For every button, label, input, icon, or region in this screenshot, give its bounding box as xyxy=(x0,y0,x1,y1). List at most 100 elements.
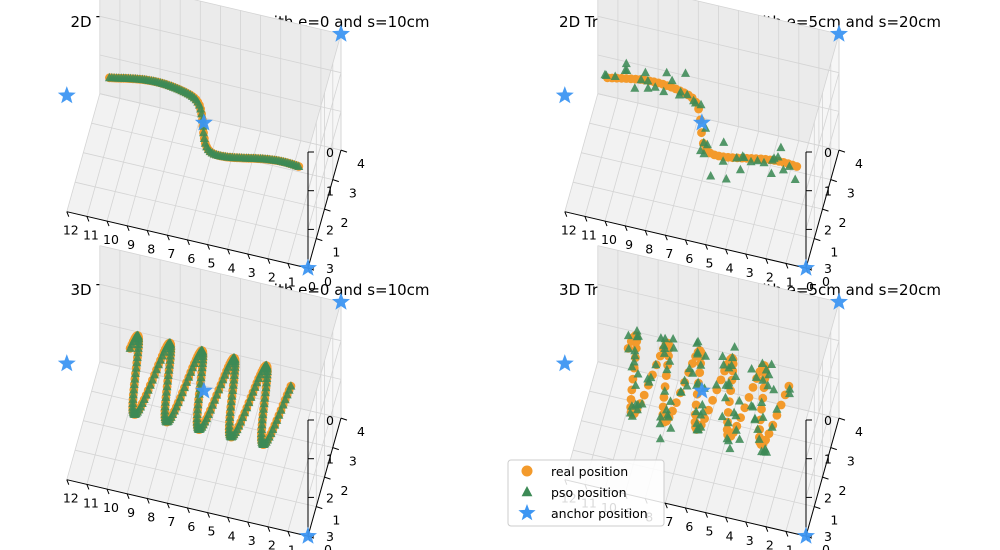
legend-marker-anchor xyxy=(518,504,536,521)
pso-position-point xyxy=(734,396,744,405)
legend-marker-real xyxy=(521,465,533,477)
x-tick-label: 7 xyxy=(167,246,175,261)
y-tick xyxy=(332,447,339,451)
grid-line xyxy=(193,0,342,35)
pso-position-point xyxy=(735,164,745,174)
y-tick-label: 0 xyxy=(324,274,332,289)
x-tick-label: 8 xyxy=(147,510,155,525)
pso-position-point xyxy=(722,433,732,443)
pso-position-point xyxy=(682,89,692,99)
pso-position-point xyxy=(662,364,672,374)
pso-position-point xyxy=(655,433,665,443)
grid-line xyxy=(597,245,840,303)
real-position-point xyxy=(695,368,705,377)
z-tick-label: 3 xyxy=(824,261,832,276)
pso-position-point xyxy=(226,402,236,411)
pso-position-point xyxy=(164,365,174,374)
x-tick xyxy=(247,253,251,260)
z-tick-label: 2 xyxy=(824,490,832,505)
x-tick-label: 10 xyxy=(103,232,119,247)
x-tick xyxy=(624,225,628,231)
x-tick-label: 6 xyxy=(685,519,693,534)
pso-position-point xyxy=(711,380,721,389)
x-tick-label: 0 xyxy=(308,547,316,550)
anchor-position-series xyxy=(555,292,848,544)
x-tick xyxy=(207,512,210,518)
pso-position-point xyxy=(676,387,686,396)
x-tick xyxy=(86,484,90,490)
pso-position-point xyxy=(701,351,710,360)
pso-position-point xyxy=(659,86,669,96)
pso-position-point xyxy=(735,434,745,443)
grid-line xyxy=(83,420,325,478)
grid-line xyxy=(597,54,840,112)
pso-position-point xyxy=(125,343,135,352)
grid-line xyxy=(99,93,342,151)
pso-position-point xyxy=(200,138,210,147)
x-tick xyxy=(604,220,608,227)
x-tick xyxy=(66,479,70,485)
pso-position-point xyxy=(751,372,761,381)
legend-label-anchor: anchor position xyxy=(551,506,648,521)
grid-line xyxy=(581,420,823,478)
grid-line xyxy=(83,152,325,210)
pso-position-point xyxy=(660,386,670,395)
x-tick-label: 9 xyxy=(625,237,633,252)
pso-position-point xyxy=(729,407,739,417)
x-tick xyxy=(785,531,789,537)
real-position-point xyxy=(723,408,733,417)
x-tick xyxy=(684,507,688,514)
y-tick xyxy=(822,208,829,212)
pso-position-point xyxy=(721,174,731,183)
z-tick-label: 1 xyxy=(824,452,832,467)
pso-position-point xyxy=(790,174,800,183)
pso-position-point xyxy=(128,394,138,403)
x-tick-label: 4 xyxy=(726,260,734,275)
x-tick xyxy=(227,249,231,255)
x-tick xyxy=(705,244,708,250)
x-tick-label: 11 xyxy=(83,495,99,510)
pso-position-point xyxy=(632,404,642,414)
pso-position-point xyxy=(632,326,642,335)
pso-position-point xyxy=(668,334,678,343)
x-tick-label: 1 xyxy=(288,542,296,550)
x-tick xyxy=(267,258,271,264)
x-tick-label: 7 xyxy=(665,246,673,261)
pso-position-point xyxy=(721,380,731,389)
pso-position-point xyxy=(758,412,768,421)
pso-position-point xyxy=(721,392,730,402)
x-tick-label: 5 xyxy=(706,256,714,271)
legend-label-pso: pso position xyxy=(551,485,627,500)
grid-line xyxy=(307,111,342,230)
grid-line xyxy=(307,340,342,459)
y-tick-label: 2 xyxy=(341,215,349,230)
pso-position-point xyxy=(753,155,762,165)
panel-3d-e5-s20: 3D Trajectory Positioning with e=5cm and… xyxy=(555,245,941,550)
pso-position-point xyxy=(643,83,653,92)
anchor-position-point xyxy=(332,24,350,42)
pso-position-point xyxy=(717,411,727,421)
real-position-point xyxy=(639,390,649,400)
x-tick-label: 3 xyxy=(746,533,754,548)
legend-box xyxy=(507,459,665,527)
pso-position-point xyxy=(262,377,271,387)
x-tick xyxy=(564,211,568,217)
panel-2d-e0-s10: 2D Trajectory Positioning with e=0 and s… xyxy=(57,0,430,294)
pso-position-point xyxy=(131,368,140,378)
anchor-position-point xyxy=(692,113,711,131)
pso-position-point xyxy=(601,70,611,79)
pso-position-point xyxy=(659,348,669,357)
x-tick xyxy=(765,526,769,532)
pso-position-point xyxy=(197,367,207,377)
x-tick-label: 10 xyxy=(601,232,617,247)
pso-position-point xyxy=(732,153,742,162)
grid-line xyxy=(307,72,342,191)
pso-position-point xyxy=(719,137,729,146)
pso-position-point xyxy=(723,417,733,427)
pso-position-point xyxy=(225,412,235,421)
pso-position-point xyxy=(731,425,741,434)
y-tick-label: 4 xyxy=(357,424,365,439)
pso-position-point xyxy=(196,378,205,387)
pso-position-point xyxy=(692,380,701,389)
anchor-position-point xyxy=(555,86,574,104)
